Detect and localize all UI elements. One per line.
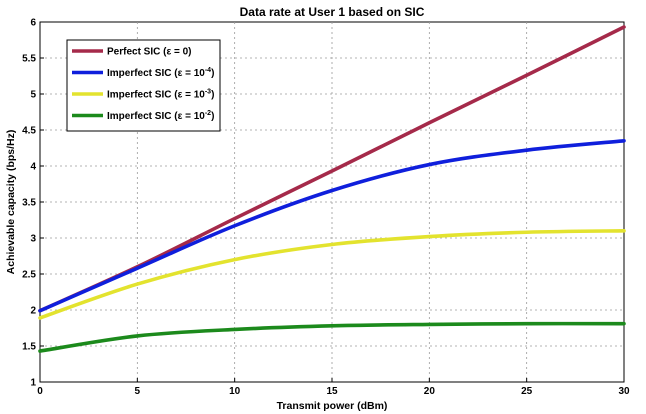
y-tick-label: 2 xyxy=(30,306,36,317)
x-tick-label: 15 xyxy=(326,386,338,397)
legend: Perfect SIC (ε = 0) Imperfect SIC (ε = 10… xyxy=(66,39,221,132)
legend-label-1: Imperfect SIC (ε = 10-4) xyxy=(107,67,214,79)
y-tick-label: 4 xyxy=(30,162,36,173)
legend-label-exponent: -2 xyxy=(205,110,211,117)
y-tick-label: 5.5 xyxy=(22,54,36,65)
y-tick-label: 6 xyxy=(30,18,36,29)
axis-ticks: 0 5 10 15 20 25 30 1 1.5 2 2.5 3 3.5 4 4.5 5 5.5 6 xyxy=(22,18,630,398)
legend-label-base: Imperfect SIC (ε = 10 xyxy=(107,68,205,79)
legend-box xyxy=(66,39,221,132)
y-axis-label: Achievable capacity (bps/Hz) xyxy=(5,130,17,275)
y-tick-label: 1.5 xyxy=(22,342,36,353)
y-tick-label: 2.5 xyxy=(22,270,36,281)
legend-label-base: Perfect SIC (ε = 0) xyxy=(107,47,192,58)
legend-label-tail: ) xyxy=(211,68,214,79)
x-tick-label: 20 xyxy=(424,386,436,397)
series-line-2 xyxy=(38,229,626,320)
legend-label-exponent: -3 xyxy=(205,89,211,96)
y-tick-label: 5 xyxy=(30,90,36,101)
legend-label-3: Imperfect SIC (ε = 10-2) xyxy=(107,110,214,122)
legend-label-tail: ) xyxy=(211,90,214,101)
grid xyxy=(40,22,624,382)
x-tick-label: 0 xyxy=(37,386,43,397)
x-tick-label: 5 xyxy=(135,386,141,397)
legend-label-base: Imperfect SIC (ε = 10 xyxy=(107,111,205,122)
y-tick-label: 4.5 xyxy=(22,126,36,137)
legend-label-exponent: -4 xyxy=(205,67,211,74)
x-tick-label: 30 xyxy=(618,386,630,397)
series-lines xyxy=(38,25,626,353)
y-tick-label: 3.5 xyxy=(22,198,36,209)
y-tick-label: 3 xyxy=(30,234,36,245)
series-line-1 xyxy=(38,139,626,313)
series-line-3 xyxy=(38,321,626,353)
legend-label-2: Imperfect SIC (ε = 10-3) xyxy=(107,89,214,101)
x-axis-label: Transmit power (dBm) xyxy=(277,400,388,412)
legend-label-0: Perfect SIC (ε = 0) xyxy=(107,47,192,58)
legend-label-tail: ) xyxy=(211,111,214,122)
legend-label-base: Imperfect SIC (ε = 10 xyxy=(107,90,205,101)
x-tick-label: 25 xyxy=(521,386,533,397)
y-tick-label: 1 xyxy=(30,378,36,389)
x-tick-label: 10 xyxy=(229,386,241,397)
chart-title: Data rate at User 1 based on SIC xyxy=(240,5,425,19)
